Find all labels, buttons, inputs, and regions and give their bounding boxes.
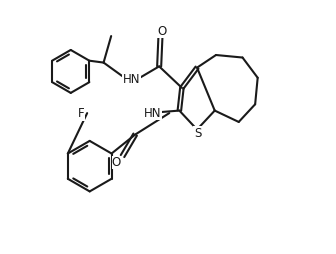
Text: O: O (112, 156, 121, 169)
Text: O: O (157, 24, 166, 38)
Text: S: S (194, 127, 201, 140)
Text: HN: HN (123, 72, 140, 86)
Text: F: F (78, 107, 84, 120)
Text: HN: HN (144, 107, 162, 120)
